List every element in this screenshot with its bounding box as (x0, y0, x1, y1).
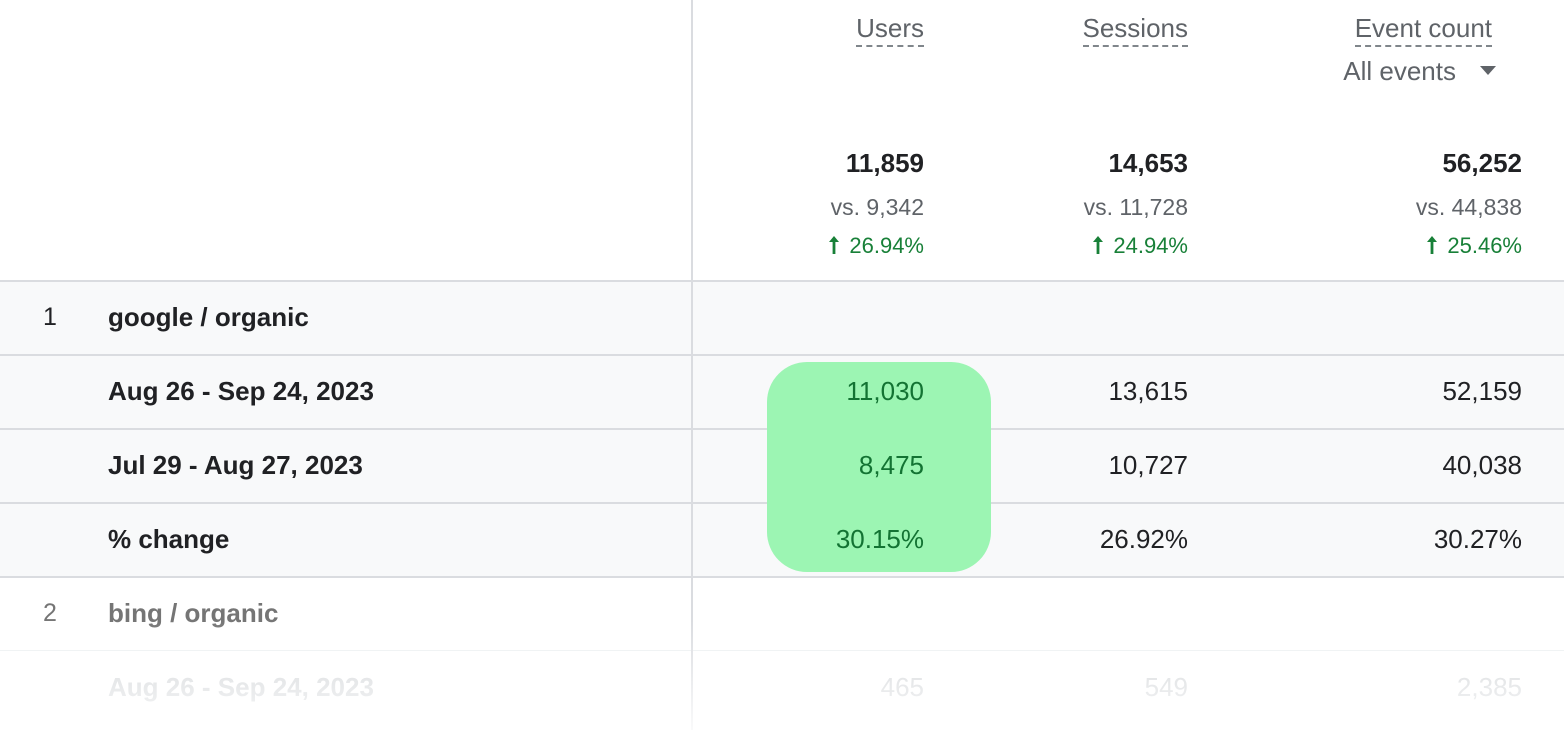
cell-value: 13,615 (1108, 376, 1188, 406)
cell-value: 10,727 (1108, 450, 1188, 480)
highlight (767, 362, 991, 572)
up-arrow-icon (1093, 236, 1103, 254)
total-change: 26.94% (849, 233, 924, 258)
subrow-label: Aug 26 - Sep 24, 2023 (108, 376, 374, 406)
up-arrow-icon (829, 236, 839, 254)
cell-value: 30.15% (835, 524, 924, 554)
column-header: Users (856, 13, 924, 47)
total-value: 14,653 (1108, 148, 1188, 178)
cell-value: 8,475 (858, 450, 924, 480)
up-arrow-icon (1427, 236, 1437, 254)
up-arrow (827, 234, 841, 256)
cell-value: 11,030 (846, 376, 924, 406)
total-value: 11,859 (845, 148, 924, 178)
total-change: 24.94% (1113, 233, 1188, 258)
column-sublabel: All events (1343, 56, 1456, 86)
cell-value: 30.27% (1433, 524, 1522, 554)
row-divider (0, 576, 1564, 578)
dropdown-arrow (1480, 66, 1496, 75)
total-compare: vs. 11,728 (1083, 194, 1188, 220)
column-header: Sessions (1082, 13, 1188, 47)
row-divider (0, 354, 1564, 356)
row-label: google / organic (108, 302, 309, 332)
subrow-label: Jul 29 - Aug 27, 2023 (108, 450, 363, 480)
total-compare: vs. 44,838 (1415, 194, 1522, 220)
total-compare: vs. 9,342 (830, 194, 924, 220)
fade-overlay (0, 620, 1564, 730)
column-divider (691, 0, 693, 730)
cell-value: 40,038 (1442, 450, 1522, 480)
total-value: 56,252 (1442, 148, 1522, 178)
row-rank: 1 (43, 303, 57, 331)
up-arrow (1091, 234, 1105, 256)
cell-value: 26.92% (1099, 524, 1188, 554)
row-divider (0, 280, 1564, 282)
cell-value: 52,159 (1442, 376, 1522, 406)
up-arrow (1425, 234, 1439, 256)
subrow-label: % change (108, 524, 230, 554)
column-header: Event count (1354, 13, 1492, 47)
total-change: 25.46% (1447, 233, 1522, 258)
